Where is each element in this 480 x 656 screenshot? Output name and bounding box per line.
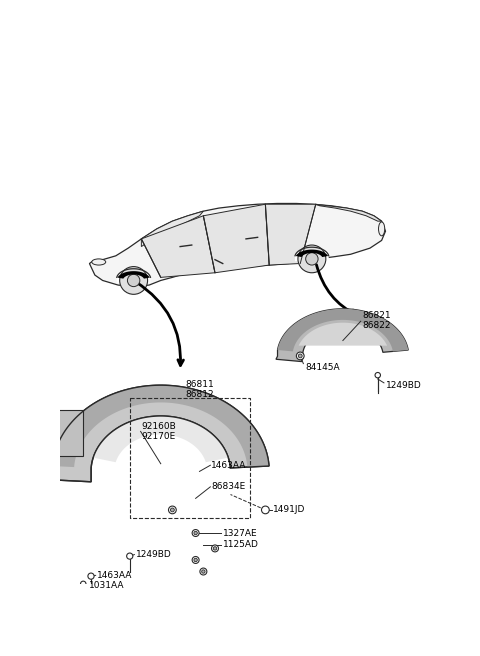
Polygon shape [117,269,150,283]
Circle shape [127,274,140,287]
Text: 1463AA: 1463AA [211,461,247,470]
Text: 1327AE: 1327AE [223,529,257,537]
Text: 92160B: 92160B [142,422,176,431]
Circle shape [296,352,304,359]
Polygon shape [56,410,83,456]
Text: 1491JD: 1491JD [273,505,305,514]
Polygon shape [296,249,328,257]
Circle shape [168,506,176,514]
Text: 86822: 86822 [362,321,391,331]
Text: 86834E: 86834E [211,482,245,491]
Polygon shape [295,247,329,261]
Circle shape [192,556,199,564]
Polygon shape [89,203,385,287]
Text: 1249BD: 1249BD [385,380,421,390]
Circle shape [127,553,133,559]
Polygon shape [52,385,269,467]
Polygon shape [204,204,269,273]
Circle shape [192,529,199,537]
Polygon shape [118,271,150,279]
Text: 1249BD: 1249BD [136,550,172,559]
Text: 86811: 86811 [186,380,214,389]
Polygon shape [299,323,387,346]
Ellipse shape [92,259,106,265]
Ellipse shape [379,222,385,236]
Polygon shape [316,204,382,221]
Bar [130,398,250,518]
Circle shape [194,558,197,562]
Circle shape [81,581,86,586]
Circle shape [88,573,94,579]
Polygon shape [142,216,215,277]
Circle shape [200,568,207,575]
Circle shape [170,508,174,512]
Circle shape [298,245,326,273]
Polygon shape [277,309,408,352]
Text: 92170E: 92170E [142,432,176,441]
Circle shape [298,354,302,358]
Circle shape [202,570,205,573]
Polygon shape [276,309,408,361]
Circle shape [213,546,216,550]
Circle shape [375,373,381,378]
Text: 86821: 86821 [362,312,391,320]
Circle shape [262,506,269,514]
Text: 1463AA: 1463AA [97,571,132,580]
Text: 1125AD: 1125AD [223,540,259,549]
Polygon shape [142,211,204,247]
Circle shape [306,253,318,265]
Polygon shape [265,204,316,265]
Circle shape [120,266,147,295]
Circle shape [194,531,197,535]
Text: 1031AA: 1031AA [89,581,125,590]
Text: 84145A: 84145A [305,363,339,372]
Circle shape [212,545,218,552]
Polygon shape [93,416,228,462]
Polygon shape [52,385,269,482]
Text: 86812: 86812 [186,390,214,399]
